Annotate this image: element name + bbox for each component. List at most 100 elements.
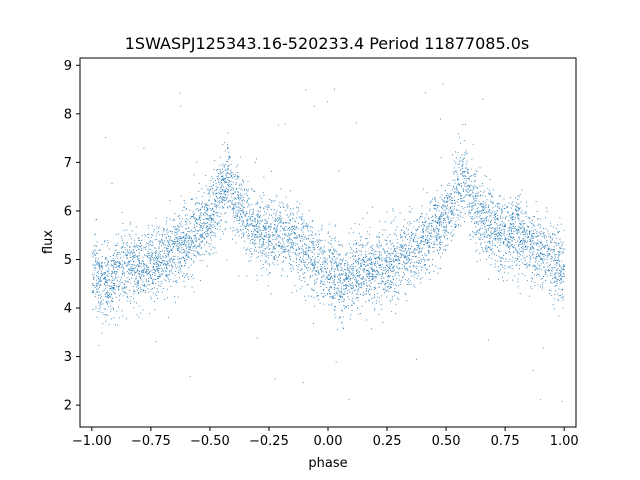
data-point: [467, 169, 469, 171]
data-point: [320, 251, 322, 253]
data-point: [282, 268, 283, 270]
data-point: [127, 264, 129, 266]
data-point: [93, 277, 95, 278]
data-point: [320, 247, 322, 248]
data-point: [549, 254, 551, 255]
data-point: [401, 229, 402, 231]
data-point: [272, 200, 274, 202]
data-point: [376, 270, 378, 272]
data-point: [150, 270, 152, 272]
data-point: [151, 252, 153, 254]
data-point: [157, 270, 159, 272]
data-point: [189, 209, 191, 211]
data-point: [153, 263, 155, 265]
data-point: [509, 234, 511, 236]
data-point: [194, 218, 196, 220]
data-point: [513, 231, 515, 232]
data-point: [211, 231, 213, 233]
data-point: [234, 207, 236, 209]
data-point: [379, 264, 381, 266]
data-point: [484, 241, 486, 243]
data-point: [240, 207, 241, 209]
data-point: [529, 254, 530, 256]
data-point: [344, 288, 346, 290]
data-point: [182, 256, 184, 258]
data-point: [554, 281, 556, 283]
data-point: [501, 229, 502, 231]
data-point: [166, 274, 167, 276]
data-point: [488, 210, 490, 212]
data-point: [357, 263, 359, 265]
data-point: [301, 219, 302, 221]
data-point: [182, 237, 184, 239]
data-point: [497, 235, 499, 237]
data-point: [235, 242, 237, 244]
data-point: [205, 185, 207, 187]
data-point: [127, 297, 129, 299]
data-point: [114, 261, 116, 263]
data-point: [448, 221, 450, 223]
data-point: [259, 236, 261, 237]
data-point: [551, 282, 553, 284]
data-point: [470, 202, 472, 204]
data-point: [512, 223, 514, 224]
data-point: [555, 241, 557, 243]
data-point: [545, 244, 546, 246]
data-point: [489, 221, 491, 222]
data-point: [330, 240, 332, 242]
data-point: [215, 207, 217, 209]
data-point: [355, 251, 357, 253]
data-point: [123, 286, 125, 288]
data-point: [120, 282, 122, 284]
data-point: [93, 276, 95, 278]
data-point: [481, 227, 483, 229]
data-point: [204, 231, 205, 233]
data-point: [349, 246, 351, 248]
data-point: [93, 267, 95, 269]
data-point: [437, 235, 439, 237]
data-point: [273, 224, 275, 225]
data-point: [258, 226, 259, 227]
data-point: [316, 292, 318, 294]
data-point: [170, 236, 171, 238]
data-point: [165, 279, 167, 281]
data-point: [560, 296, 562, 298]
data-point: [483, 235, 485, 237]
data-point: [173, 262, 175, 263]
data-point: [554, 280, 556, 282]
data-point: [207, 228, 209, 230]
data-point: [183, 273, 185, 274]
data-point: [428, 272, 430, 273]
data-point: [216, 196, 218, 198]
data-point: [427, 241, 429, 243]
data-point: [152, 274, 153, 275]
data-point: [412, 255, 413, 257]
data-point: [186, 228, 187, 230]
data-point: [286, 214, 288, 216]
data-point: [474, 185, 476, 187]
data-point: [95, 219, 97, 221]
data-point: [386, 211, 388, 213]
data-point: [401, 280, 403, 281]
data-point: [213, 235, 215, 237]
data-point: [404, 265, 405, 267]
data-point: [139, 245, 141, 247]
data-point: [301, 252, 303, 254]
data-point: [360, 287, 362, 289]
data-point: [390, 243, 392, 245]
data-point: [335, 361, 337, 363]
data-point: [443, 218, 445, 219]
data-point: [193, 238, 195, 240]
data-point: [520, 201, 522, 203]
data-point: [183, 244, 184, 246]
data-point: [145, 281, 147, 283]
data-point: [443, 214, 444, 216]
data-point: [512, 213, 514, 215]
data-point: [356, 307, 358, 309]
data-point: [229, 157, 231, 159]
data-point: [191, 258, 193, 260]
data-point: [454, 223, 456, 225]
data-point: [182, 237, 183, 239]
data-point: [486, 220, 487, 222]
data-point: [432, 259, 433, 261]
